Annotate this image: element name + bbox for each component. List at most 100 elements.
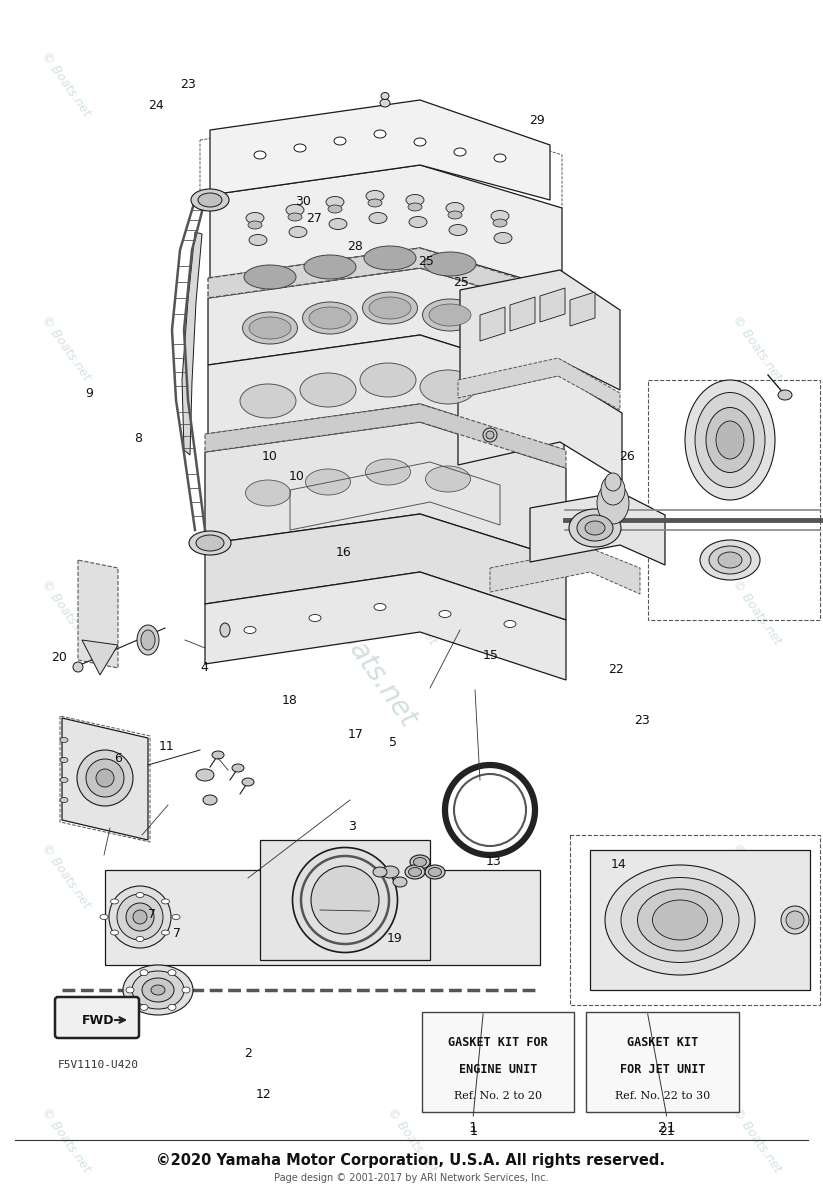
Text: 7: 7	[173, 928, 181, 940]
Text: Ref. No. 2 to 20: Ref. No. 2 to 20	[453, 1091, 542, 1100]
Ellipse shape	[364, 246, 416, 270]
Ellipse shape	[151, 985, 165, 995]
Ellipse shape	[425, 466, 471, 492]
Ellipse shape	[242, 778, 254, 786]
Ellipse shape	[123, 965, 193, 1015]
Ellipse shape	[300, 373, 356, 407]
Ellipse shape	[380, 98, 390, 107]
Ellipse shape	[142, 978, 174, 1002]
Text: 9: 9	[85, 388, 93, 400]
Ellipse shape	[605, 865, 755, 974]
Ellipse shape	[410, 854, 430, 869]
Ellipse shape	[232, 764, 244, 772]
Ellipse shape	[374, 604, 386, 611]
Ellipse shape	[161, 899, 170, 904]
Ellipse shape	[597, 482, 629, 524]
Ellipse shape	[422, 299, 477, 331]
Ellipse shape	[374, 130, 386, 138]
Ellipse shape	[244, 265, 296, 289]
Ellipse shape	[706, 408, 754, 473]
Ellipse shape	[136, 893, 144, 898]
Ellipse shape	[329, 218, 347, 229]
Text: 13: 13	[486, 856, 502, 868]
Ellipse shape	[248, 221, 262, 229]
Text: © Boats.net: © Boats.net	[39, 313, 93, 383]
Ellipse shape	[601, 475, 625, 505]
Ellipse shape	[653, 900, 708, 940]
Polygon shape	[208, 248, 564, 312]
Text: 8: 8	[134, 432, 142, 444]
Ellipse shape	[140, 1004, 148, 1010]
Polygon shape	[78, 560, 118, 668]
Text: 14: 14	[611, 858, 627, 870]
Ellipse shape	[77, 750, 133, 806]
Ellipse shape	[109, 886, 171, 948]
Ellipse shape	[577, 515, 613, 541]
Text: 19: 19	[387, 932, 403, 944]
Ellipse shape	[494, 233, 512, 244]
Ellipse shape	[393, 877, 407, 887]
Ellipse shape	[212, 751, 224, 758]
Ellipse shape	[126, 902, 154, 931]
Ellipse shape	[786, 911, 804, 929]
Ellipse shape	[245, 480, 291, 506]
Ellipse shape	[182, 986, 190, 994]
Ellipse shape	[491, 210, 509, 222]
Polygon shape	[590, 850, 810, 990]
Ellipse shape	[172, 914, 180, 919]
Ellipse shape	[303, 302, 357, 334]
Ellipse shape	[408, 203, 422, 211]
Ellipse shape	[110, 930, 119, 935]
Ellipse shape	[700, 540, 760, 580]
Text: 15: 15	[482, 649, 499, 661]
Ellipse shape	[429, 868, 441, 876]
Ellipse shape	[569, 509, 621, 547]
Text: 20: 20	[51, 652, 67, 664]
Ellipse shape	[196, 535, 224, 551]
Text: 7: 7	[148, 908, 156, 920]
Ellipse shape	[60, 757, 68, 762]
Ellipse shape	[695, 392, 765, 487]
Ellipse shape	[196, 769, 214, 781]
Text: FWD: FWD	[82, 1014, 114, 1026]
Text: 1: 1	[469, 1121, 477, 1135]
Ellipse shape	[446, 203, 464, 214]
Text: Ref. No. 22 to 30: Ref. No. 22 to 30	[615, 1091, 710, 1100]
Text: 23: 23	[179, 78, 196, 90]
Ellipse shape	[289, 227, 307, 238]
Ellipse shape	[60, 738, 68, 743]
Text: 1: 1	[469, 1126, 477, 1138]
Text: © Boats.net: © Boats.net	[384, 841, 439, 911]
Text: 25: 25	[418, 256, 435, 268]
Ellipse shape	[504, 620, 516, 628]
Text: ©2020 Yamaha Motor Corporation, U.S.A. All rights reserved.: ©2020 Yamaha Motor Corporation, U.S.A. A…	[156, 1152, 666, 1168]
Polygon shape	[510, 296, 535, 331]
Ellipse shape	[198, 193, 222, 206]
Polygon shape	[205, 422, 566, 560]
Ellipse shape	[409, 216, 427, 228]
Text: 30: 30	[295, 196, 311, 208]
Ellipse shape	[366, 191, 384, 202]
Ellipse shape	[141, 630, 155, 650]
Ellipse shape	[424, 252, 476, 276]
Ellipse shape	[716, 421, 744, 458]
Ellipse shape	[133, 910, 147, 924]
Text: © Boats.net: © Boats.net	[384, 577, 439, 647]
Text: © Boats.net: © Boats.net	[39, 1105, 93, 1175]
Ellipse shape	[365, 458, 411, 485]
Ellipse shape	[132, 971, 184, 1009]
Ellipse shape	[243, 312, 297, 344]
Text: © Boats.net: © Boats.net	[730, 1105, 784, 1175]
Text: FOR JET UNIT: FOR JET UNIT	[620, 1063, 705, 1076]
Text: 11: 11	[158, 740, 174, 752]
Text: © Boats.net: © Boats.net	[39, 577, 93, 647]
Ellipse shape	[381, 92, 389, 100]
Polygon shape	[208, 335, 564, 450]
Ellipse shape	[294, 144, 306, 152]
Ellipse shape	[249, 317, 291, 338]
Ellipse shape	[369, 212, 387, 223]
Polygon shape	[82, 640, 118, 674]
Text: © Boats.net: © Boats.net	[730, 313, 784, 383]
Text: 5: 5	[389, 737, 398, 749]
Ellipse shape	[288, 214, 302, 221]
